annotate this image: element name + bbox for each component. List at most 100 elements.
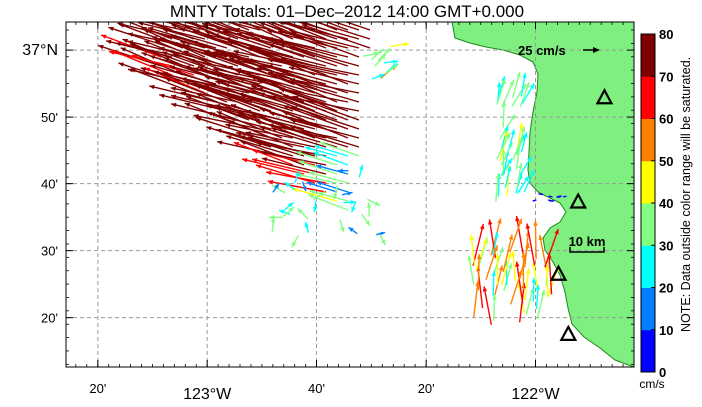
current-vector-head	[261, 157, 268, 162]
current-vector-head	[195, 93, 202, 98]
current-vector-head	[222, 30, 229, 35]
current-vector-head	[238, 77, 245, 82]
current-vector	[288, 59, 360, 76]
current-vector	[502, 234, 513, 272]
current-vector-head	[493, 245, 498, 251]
current-vector-head	[288, 207, 294, 213]
current-vector	[245, 72, 316, 94]
current-vector-head	[301, 24, 308, 29]
current-vector	[226, 22, 261, 31]
current-vector	[216, 22, 239, 31]
current-vector-head	[169, 65, 176, 70]
map-title: MNTY Totals: 01–Dec–2012 14:00 GMT+0.000	[170, 2, 524, 21]
current-vector	[162, 51, 228, 76]
current-vector-head	[476, 254, 482, 260]
current-vector-head	[518, 163, 523, 169]
current-vector	[295, 22, 360, 40]
current-vector	[279, 43, 349, 67]
current-vector-head	[316, 164, 322, 169]
current-vector-head	[267, 37, 274, 42]
current-vector-head	[274, 183, 280, 189]
current-vector-head	[154, 40, 161, 45]
current-vector-head	[230, 104, 237, 109]
x-tick-label: 20'	[418, 381, 435, 396]
current-vector	[242, 22, 283, 40]
current-vector	[261, 151, 327, 166]
current-vector-head	[340, 226, 345, 233]
current-vector	[304, 146, 338, 157]
current-vector	[169, 65, 239, 85]
current-vector-head	[116, 14, 121, 18]
y-tick-label: 40'	[41, 177, 58, 192]
current-vector-head	[239, 135, 246, 140]
current-vector-head	[291, 106, 298, 111]
current-vector-head	[214, 49, 221, 54]
current-vector-head	[380, 54, 386, 60]
current-vector	[269, 112, 338, 130]
current-vector-head	[491, 270, 497, 276]
current-vector-head	[333, 193, 338, 200]
current-vector-head	[517, 218, 523, 225]
current-vector-head	[141, 52, 147, 57]
current-vector	[282, 111, 349, 139]
current-vector	[500, 252, 512, 285]
current-vector-head	[180, 91, 187, 96]
current-vector-head	[108, 5, 113, 9]
current-vector-head	[351, 206, 356, 213]
current-vector-head	[268, 43, 274, 49]
colorbar-tick-label: 10	[659, 323, 673, 338]
current-vector-head	[184, 80, 190, 86]
current-vector	[264, 22, 305, 40]
x-tick-label: 20'	[89, 381, 106, 396]
current-vector-head	[106, 39, 112, 45]
current-vector	[308, 171, 349, 184]
current-vectors	[98, 5, 567, 325]
current-vector	[181, 77, 250, 94]
current-vector-head	[479, 224, 485, 230]
current-vector	[131, 54, 195, 76]
current-vector-head	[162, 28, 169, 33]
current-vector	[209, 22, 261, 40]
current-vector	[245, 109, 316, 130]
scale-distance-bar	[569, 247, 605, 253]
current-vector-head	[215, 26, 221, 31]
x-tick-label: 122°W	[511, 386, 560, 403]
scale-vector-arrowhead	[593, 47, 600, 53]
current-vector	[290, 119, 360, 139]
current-vector-head	[245, 131, 252, 136]
current-vector	[281, 125, 349, 148]
current-vector	[526, 223, 536, 266]
current-vector	[477, 254, 480, 291]
current-vector	[224, 37, 294, 58]
current-vector-head	[181, 77, 187, 82]
current-vector-head	[186, 96, 192, 101]
current-vector	[247, 136, 316, 157]
current-vector-head	[507, 252, 512, 258]
current-vector-head	[171, 41, 178, 47]
current-vector-head	[216, 128, 222, 134]
current-vector	[332, 22, 360, 31]
current-vector-head	[279, 43, 285, 48]
current-vector-head	[215, 106, 222, 112]
current-vector-head	[257, 79, 263, 85]
current-vector	[473, 280, 479, 318]
current-vector-head	[160, 5, 165, 9]
x-tick-label: 40'	[308, 381, 325, 396]
current-vector-head	[215, 80, 221, 85]
current-vector-head	[279, 69, 286, 74]
current-vector-head	[359, 164, 364, 171]
current-vector-head	[482, 286, 488, 292]
current-vector-head	[249, 46, 255, 51]
current-vector-head	[306, 181, 313, 187]
current-vector-head	[279, 88, 285, 93]
current-vector-head	[122, 39, 129, 44]
current-vector-head	[467, 255, 472, 261]
current-vector-head	[258, 50, 264, 56]
colorbar-segment	[641, 118, 655, 162]
current-vector	[319, 141, 360, 157]
current-vector-head	[271, 83, 277, 88]
colorbar-segment	[641, 76, 655, 119]
current-vector	[225, 135, 294, 157]
current-vector-head	[348, 227, 354, 232]
